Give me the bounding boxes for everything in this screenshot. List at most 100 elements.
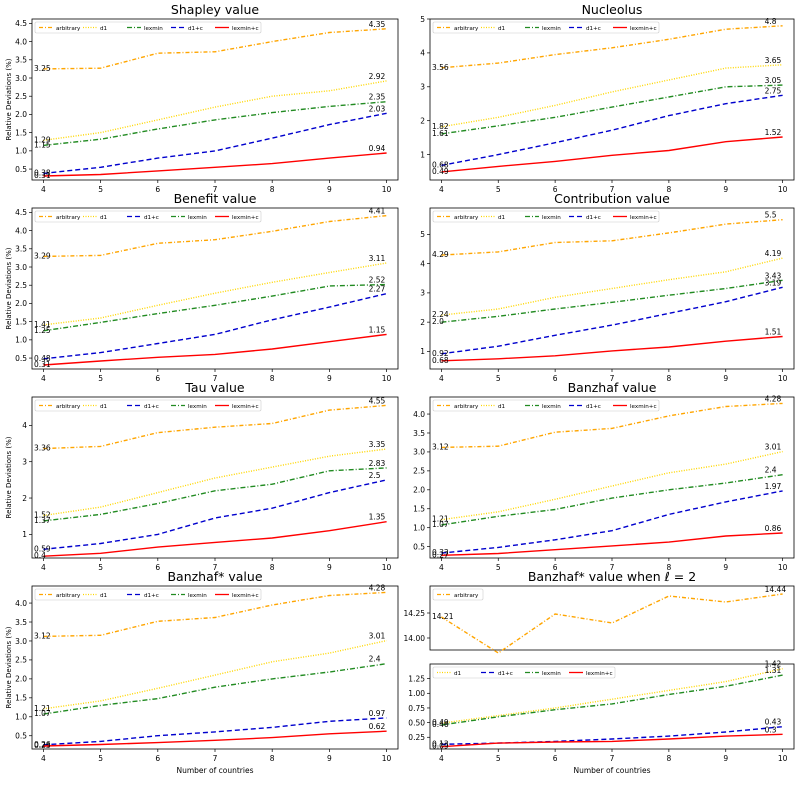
x-tick-label: 5 (98, 754, 103, 763)
series-line-arbitrary (43, 28, 387, 70)
legend-entry: lexmin (542, 671, 561, 677)
data-label: 0.43 (765, 718, 782, 727)
x-tick-label: 7 (213, 374, 218, 383)
y-tick-label: 3.5 (15, 245, 27, 254)
chart-panel-3: Benefit value 0.5 1.0 1.5 2.0 2.5 3.0 3.5 4.0 4.5… (5, 191, 399, 383)
legend-entry: d1 (454, 671, 462, 677)
y-tick-label: 4 (420, 49, 425, 58)
y-tick-label: 4.0 (15, 226, 27, 235)
chart-panel-9: 0.25 0.50 0.75 1.00 1.25 4 5 6 7 8 9 10 Number of co… (408, 660, 795, 775)
x-tick-label: 9 (723, 185, 728, 194)
y-axis-label: Relative Deviations (%) (5, 247, 13, 329)
legend: arbitrary d1 d1+c lexmin lexmin+c (34, 588, 262, 601)
data-label: 0.3 (765, 725, 777, 734)
legend-entry: arbitrary (454, 215, 479, 221)
y-tick-label: 1 (22, 530, 27, 539)
data-label: 0.68 (432, 160, 449, 169)
y-tick-label: 2.0 (15, 675, 27, 684)
x-tick-label: 9 (327, 754, 332, 763)
x-tick-label: 9 (327, 185, 332, 194)
y-tick-label: 3.0 (15, 74, 27, 83)
data-label: 3.25 (34, 64, 51, 73)
y-tick-label: 1.00 (408, 689, 425, 698)
x-tick-label: 6 (553, 563, 558, 572)
y-tick-label: 0.50 (408, 718, 425, 727)
data-label: 2.35 (369, 93, 386, 102)
data-label: 1.31 (765, 666, 782, 675)
legend-entry: arbitrary (56, 26, 81, 32)
x-tick-label: 8 (666, 374, 671, 383)
y-tick-label: 1 (420, 347, 425, 356)
y-tick-label: 4.0 (413, 410, 425, 419)
legend-box (34, 588, 262, 601)
y-tick-label: 1.5 (413, 505, 425, 514)
data-label: 4.41 (369, 207, 386, 216)
series-line-lexmin-plus-c (43, 521, 387, 557)
y-tick-label: 14.00 (404, 634, 426, 643)
x-tick-label: 8 (666, 185, 671, 194)
data-label: 0.13 (432, 739, 449, 748)
x-tick-label: 4 (439, 563, 444, 572)
series-line-d1-plus-c (441, 94, 783, 167)
data-label: 1.82 (432, 122, 449, 131)
x-tick-label: 6 (155, 563, 160, 572)
legend-entry: d1+c (498, 671, 513, 677)
data-label: 0.33 (432, 548, 449, 557)
legend-entry: arbitrary (454, 593, 479, 599)
data-label: 4.19 (765, 249, 782, 258)
y-tick-label: 3 (420, 83, 425, 92)
y-tick-label: 5 (420, 230, 425, 239)
x-tick-label: 5 (496, 185, 501, 194)
chart-panel-5: Tau value 1 2 3 4 4 5 6 7 8 9 10 Relative Deviations… (5, 380, 399, 572)
x-tick-label: 8 (270, 754, 275, 763)
legend-entry: lexmin+c (232, 404, 259, 410)
x-tick-label: 5 (496, 374, 501, 383)
data-label: 0.38 (34, 168, 51, 177)
x-tick-label: 5 (98, 374, 103, 383)
chart-panel-6: Banzhaf value 0.5 1.0 1.5 2.0 2.5 3.0 3.5 4.0 4 5 6… (413, 380, 795, 572)
y-tick-label: 2.0 (15, 299, 27, 308)
y-tick-label: 2.0 (413, 486, 425, 495)
x-tick-label: 7 (610, 754, 615, 763)
data-label: 4.55 (369, 396, 386, 405)
series-line-lexmin-plus-c (441, 532, 783, 556)
series-line-lexmin (43, 467, 387, 522)
legend-box (34, 210, 262, 223)
data-label: 1.21 (432, 515, 449, 524)
legend-entry: lexmin (188, 215, 207, 221)
legend-box (432, 21, 660, 34)
y-tick-label: 2 (420, 116, 425, 125)
series-line-lexmin-plus-c (43, 333, 387, 366)
x-tick-label: 4 (439, 754, 444, 763)
series-line-lexmin (43, 101, 387, 147)
x-tick-label: 5 (98, 563, 103, 572)
legend-entry: lexmin (542, 26, 561, 32)
y-tick-label: 4 (22, 421, 27, 430)
y-tick-label: 3.5 (413, 429, 425, 438)
data-label: 4.8 (765, 17, 777, 26)
legend-box (34, 399, 262, 412)
series-line-d1 (43, 262, 387, 326)
data-label: 14.44 (765, 585, 787, 594)
legend-entry: d1 (498, 404, 506, 410)
plot-frame (429, 585, 795, 651)
y-tick-label: 3.0 (413, 448, 425, 457)
data-label: 3.01 (369, 632, 386, 641)
data-label: 3.19 (765, 278, 782, 287)
data-label: 2.4 (765, 466, 777, 475)
y-tick-label: 1.0 (15, 336, 27, 345)
y-tick-label: 5 (420, 15, 425, 24)
y-tick-label: 0.5 (15, 732, 27, 741)
legend-entry: lexmin (542, 215, 561, 221)
data-label: 1.35 (369, 513, 386, 522)
legend-entry: d1+c (144, 215, 159, 221)
data-label: 0.31 (34, 171, 51, 180)
legend-entry: d1 (100, 26, 108, 32)
x-tick-label: 10 (382, 185, 392, 194)
data-label: 1.29 (34, 135, 51, 144)
data-label: 0.09 (432, 742, 449, 751)
legend-entry: lexmin (188, 593, 207, 599)
data-label: 2.83 (369, 459, 386, 468)
data-label: 0.49 (432, 167, 449, 176)
data-label: 1.42 (765, 660, 782, 669)
